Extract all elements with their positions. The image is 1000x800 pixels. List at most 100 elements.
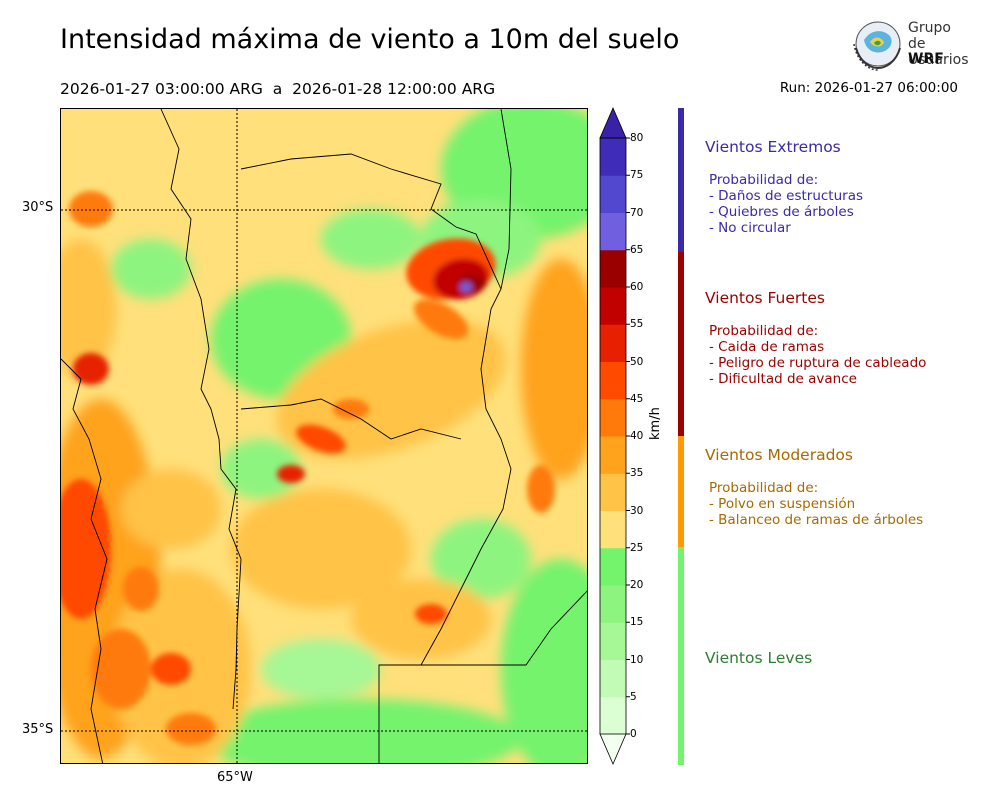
colorbar-tick-label: 60 xyxy=(630,281,644,293)
colorbar-tick-label: 30 xyxy=(630,504,644,517)
lon-label-65w: 65°W xyxy=(217,770,253,785)
wind-contour xyxy=(415,604,447,624)
colorbar-tick-label: 80 xyxy=(630,132,644,144)
wind-contour xyxy=(221,439,301,499)
graticule xyxy=(61,109,587,763)
colorbar-tick-label: 15 xyxy=(630,616,644,629)
colorbar-cell xyxy=(600,547,626,586)
colorbar-cell xyxy=(600,361,626,400)
colorbar-tick-label: 0 xyxy=(630,728,637,740)
wind-contour xyxy=(91,629,151,709)
colorbar-tick-label: 40 xyxy=(630,430,644,442)
wind-contour xyxy=(521,259,587,479)
wind-contour xyxy=(151,653,191,685)
category-bar-extremos xyxy=(678,108,684,252)
category-title-leves: Vientos Leves xyxy=(705,649,813,667)
logo-wrf-text: WRF xyxy=(908,51,944,67)
wind-contour xyxy=(296,424,346,454)
wind-contour xyxy=(277,465,305,483)
colorbar-tick-label: 45 xyxy=(630,392,644,405)
border-east xyxy=(420,109,512,666)
wind-contour xyxy=(261,639,381,699)
wind-contour xyxy=(61,239,116,379)
category-title-moderados: Vientos Moderados xyxy=(705,446,853,464)
colorbar-cell xyxy=(600,249,626,288)
category-desc-extremos: Probabilidad de: - Daños de estructuras - … xyxy=(709,172,864,236)
colorbar xyxy=(599,106,630,766)
wind-contour xyxy=(413,299,469,339)
wind-field-svg xyxy=(61,109,587,763)
colorbar-tick-label: 55 xyxy=(630,318,644,331)
category-desc-moderados: Probabilidad de: - Polvo en suspensión - B… xyxy=(709,480,924,528)
political-borders xyxy=(61,109,587,763)
colorbar-cell xyxy=(600,473,626,511)
colorbar-tick-label: 20 xyxy=(630,579,644,591)
wrf-logo: Grupo de Usuarios WRF xyxy=(850,18,970,73)
category-bar-fuertes xyxy=(678,252,684,436)
colorbar-under-triangle xyxy=(599,733,627,766)
colorbar-cell xyxy=(600,622,626,660)
wind-contour xyxy=(321,209,421,269)
border-southeast xyxy=(378,590,587,763)
colorbar-cells xyxy=(599,106,627,766)
category-desc-fuertes: Probabilidad de: - Caida de ramas - Peligr… xyxy=(709,323,927,387)
colorbar-tick-label: 10 xyxy=(630,653,644,666)
globe-logo-icon xyxy=(853,21,901,71)
colorbar-cell xyxy=(600,212,626,251)
colorbar-cell xyxy=(600,510,626,549)
colorbar-over-triangle xyxy=(599,106,627,139)
colorbar-tick-label: 50 xyxy=(630,355,644,368)
colorbar-tick-label: 65 xyxy=(630,243,644,256)
category-title-extremos: Vientos Extremos xyxy=(705,138,841,156)
wind-contour xyxy=(276,319,506,459)
colorbar-tick-label: 5 xyxy=(630,690,637,703)
lat-label-30s: 30°S xyxy=(22,200,54,215)
category-bar-leves xyxy=(678,547,684,765)
border-west xyxy=(160,109,242,710)
period-separator: a xyxy=(272,80,283,98)
wind-contour xyxy=(61,479,111,619)
wind-contour xyxy=(123,567,159,611)
colorbar-cell xyxy=(600,659,626,698)
colorbar-cell xyxy=(600,175,626,213)
colorbar-tick-label: 70 xyxy=(630,206,644,219)
wind-contour xyxy=(73,353,109,385)
wind-contour xyxy=(69,191,113,227)
border-center xyxy=(240,398,462,440)
period-start: 2026-01-27 03:00:00 ARG xyxy=(60,80,263,98)
logo-org-name: Grupo de Usuarios xyxy=(908,20,969,68)
wind-contour xyxy=(166,713,216,745)
colorbar-tick-label: 25 xyxy=(630,541,644,554)
map-title: Intensidad máxima de viento a 10m del su… xyxy=(60,24,680,55)
wind-contour xyxy=(231,489,411,609)
wind-contour xyxy=(460,282,472,292)
category-bar-moderados xyxy=(678,436,684,547)
wind-contour xyxy=(501,559,587,763)
colorbar-cell xyxy=(600,696,626,735)
colorbar-unit: km/h xyxy=(648,407,663,440)
lat-label-35s: 35°S xyxy=(22,722,54,737)
wind-spots xyxy=(61,191,555,745)
wind-contour xyxy=(121,469,221,549)
colorbar-cell xyxy=(600,398,626,437)
border-northeast xyxy=(430,208,502,290)
wind-contour xyxy=(111,239,191,299)
colorbar-cell xyxy=(600,585,626,623)
colorbar-cell xyxy=(600,436,626,474)
colorbar-cell xyxy=(600,324,626,362)
colorbar-cell xyxy=(600,287,626,325)
run-timestamp: Run: 2026-01-27 06:00:00 xyxy=(779,80,958,96)
wind-map xyxy=(60,108,588,764)
period-end: 2026-01-28 12:00:00 ARG xyxy=(292,80,496,98)
border-north xyxy=(240,153,442,210)
border-andes xyxy=(61,358,108,763)
colorbar-tick-label: 75 xyxy=(630,169,644,182)
category-title-fuertes: Vientos Fuertes xyxy=(705,289,825,307)
colorbar-tick-marks xyxy=(626,137,630,735)
wind-contour xyxy=(333,399,369,419)
wind-contour xyxy=(527,465,555,513)
colorbar-tick-label: 35 xyxy=(630,467,644,480)
forecast-period: 2026-01-27 03:00:00 ARG a 2026-01-28 12:… xyxy=(60,80,495,98)
wind-contour xyxy=(431,519,531,599)
colorbar-cell xyxy=(600,138,626,176)
